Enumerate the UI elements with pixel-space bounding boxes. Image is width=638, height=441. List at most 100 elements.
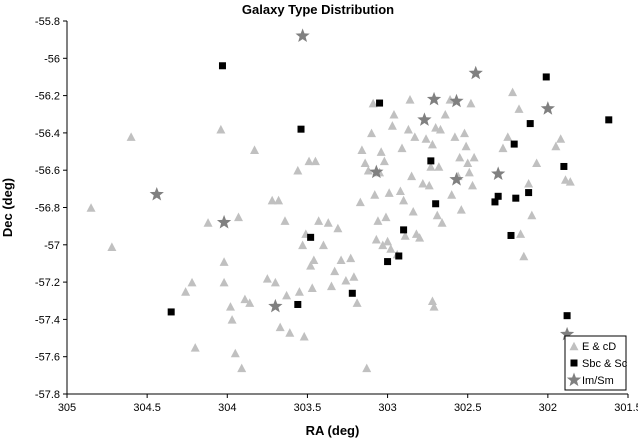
point-triangle <box>508 87 518 97</box>
point-star <box>268 298 283 313</box>
point-triangle <box>275 322 285 332</box>
point-star <box>468 65 483 80</box>
point-triangle <box>426 162 436 171</box>
point-triangle <box>250 145 260 154</box>
point-triangle <box>333 223 343 233</box>
point-triangle <box>267 195 277 205</box>
point-triangle <box>126 132 136 141</box>
point-triangle <box>294 287 304 296</box>
point-triangle <box>262 274 272 283</box>
point-triangle <box>460 128 470 138</box>
y-tick-label: -57.8 <box>35 389 60 401</box>
point-triangle <box>379 156 389 166</box>
point-square <box>348 289 356 297</box>
point-square <box>525 189 533 197</box>
y-tick-label: -56 <box>44 53 60 65</box>
point-triangle <box>355 197 365 207</box>
point-triangle <box>468 180 478 190</box>
point-star <box>559 326 575 341</box>
x-tick-label: 304 <box>218 402 236 414</box>
point-triangle <box>524 178 534 188</box>
point-triangle <box>421 134 431 143</box>
point-triangle <box>403 124 413 134</box>
point-star <box>149 186 164 201</box>
point-triangle <box>498 143 508 153</box>
point-square <box>494 192 502 200</box>
point-square <box>510 140 518 148</box>
point-triangle <box>310 156 320 166</box>
point-triangle <box>270 277 280 287</box>
point-triangle <box>285 328 295 337</box>
point-triangle <box>519 251 529 261</box>
point-star <box>369 164 384 179</box>
point-triangle <box>237 363 247 373</box>
point-triangle <box>323 218 333 227</box>
point-triangle <box>427 296 437 306</box>
legend-label: Im/Sm <box>582 375 614 387</box>
point-triangle <box>245 298 255 307</box>
point-star <box>295 28 310 42</box>
point-triangle <box>383 236 393 246</box>
point-triangle <box>405 95 415 104</box>
point-triangle <box>565 177 575 186</box>
point-triangle <box>240 294 250 304</box>
point-square <box>432 200 440 208</box>
x-tick-label: 304.5 <box>133 402 161 414</box>
y-tick-label: -55.8 <box>35 16 60 28</box>
point-square <box>376 99 384 107</box>
point-triangle <box>360 158 370 168</box>
point-star <box>449 93 464 108</box>
point-square <box>542 73 550 81</box>
point-triangle <box>336 255 346 264</box>
x-tick-label: 305 <box>58 402 76 414</box>
point-triangle <box>352 298 362 307</box>
point-triangle <box>466 98 476 108</box>
point-triangle <box>427 139 437 149</box>
point-triangle <box>440 109 450 119</box>
point-triangle <box>384 188 394 197</box>
point-star <box>540 101 555 115</box>
point-square <box>560 162 568 170</box>
legend-marker-star <box>566 372 582 387</box>
point-triangle <box>556 134 566 143</box>
y-tick-label: -57.6 <box>35 352 60 364</box>
point-star <box>491 166 506 180</box>
x-tick-label: 303 <box>378 402 396 414</box>
point-square <box>507 231 515 239</box>
point-square <box>218 62 226 70</box>
point-triangle <box>410 132 420 141</box>
point-triangle <box>219 277 229 287</box>
y-tick-label: -56.8 <box>35 203 60 215</box>
point-triangle <box>371 234 381 244</box>
point-star <box>426 91 442 106</box>
x-axis-ticks: 305 304.5 304 303.5 303 302.5 302 301.5 <box>58 394 638 414</box>
point-triangle <box>363 165 373 175</box>
point-triangle <box>330 266 340 276</box>
point-triangle <box>282 290 292 300</box>
point-triangle <box>346 253 356 263</box>
point-triangle <box>551 141 561 151</box>
point-triangle <box>357 145 367 154</box>
chart-title: Galaxy Type Distribution <box>242 2 394 17</box>
point-triangle <box>447 190 457 199</box>
point-triangle <box>395 186 405 195</box>
y-tick-label: -57.2 <box>35 277 60 289</box>
point-triangle <box>432 210 442 220</box>
point-triangle <box>86 203 96 212</box>
point-triangle <box>527 210 537 220</box>
point-triangle <box>349 272 359 281</box>
point-triangle <box>503 132 513 141</box>
point-triangle <box>378 240 388 250</box>
point-triangle <box>376 147 386 156</box>
point-triangle <box>373 216 383 225</box>
y-axis-title: Dec (deg) <box>0 178 15 237</box>
point-triangle <box>514 104 524 113</box>
point-triangle <box>450 132 460 141</box>
point-triangle <box>435 124 445 134</box>
point-triangle <box>431 123 441 132</box>
point-star <box>417 112 432 126</box>
point-square <box>400 226 408 234</box>
point-triangle <box>408 206 418 216</box>
point-triangle <box>203 218 213 227</box>
